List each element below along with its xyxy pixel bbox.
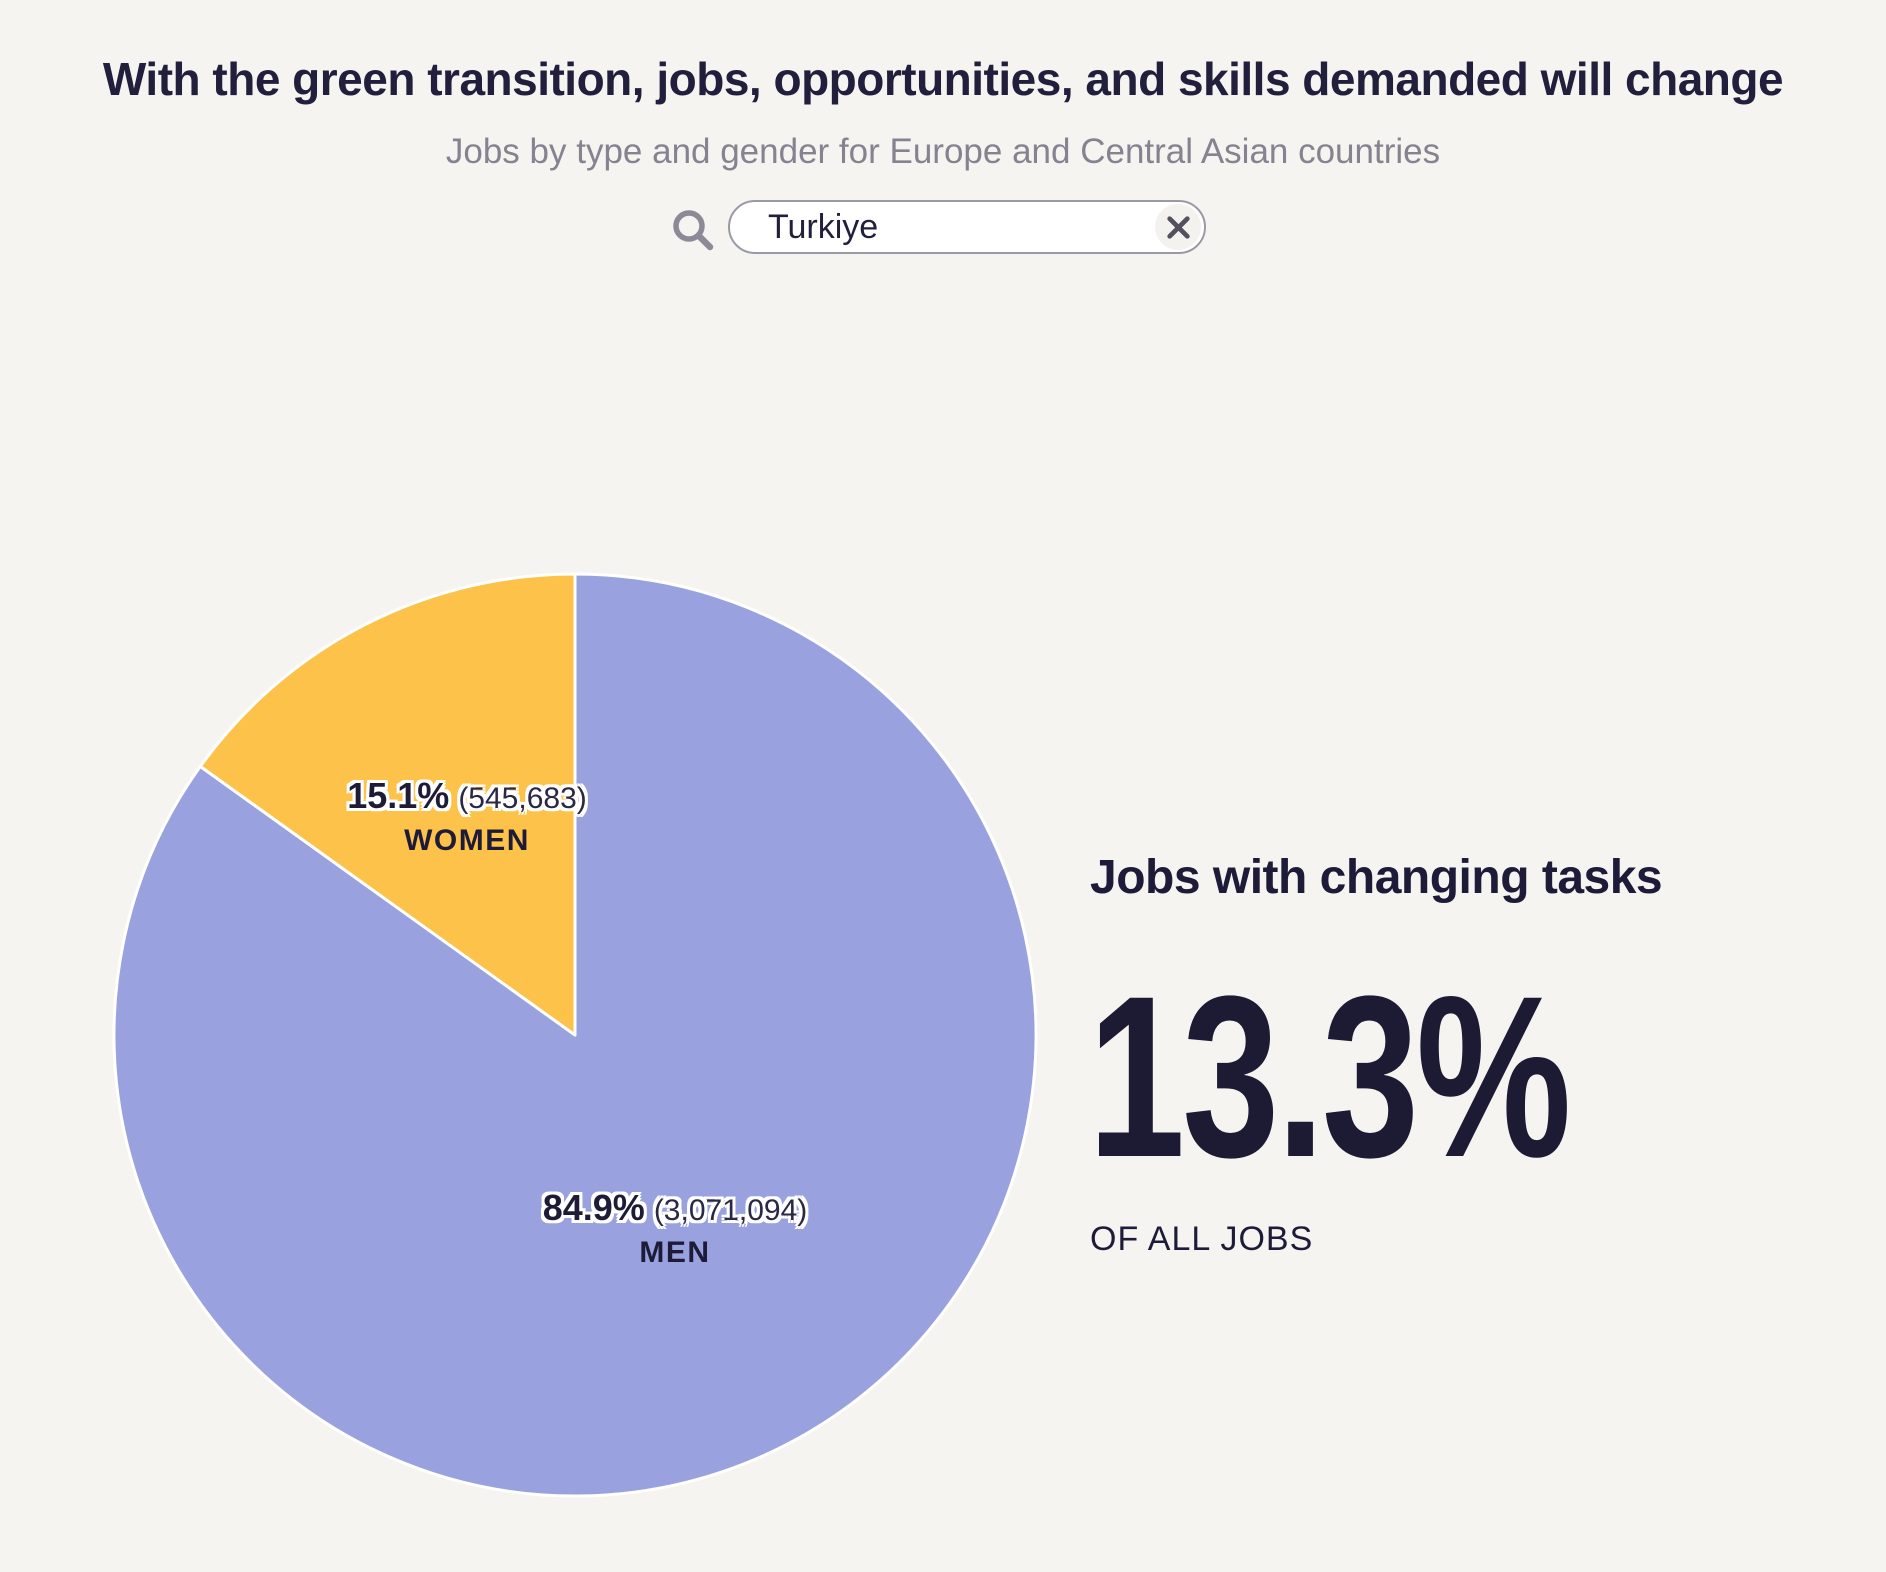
pie-slice-women[interactable] — [198, 572, 577, 1037]
men-value-line: 84.9% (3,071,094) — [543, 1186, 808, 1229]
search-input-pill[interactable] — [728, 200, 1206, 254]
men-percent: 84.9% — [542, 1187, 645, 1228]
men-slice-label: 84.9% (3,071,094) MEN — [543, 1186, 808, 1269]
country-search-input[interactable] — [730, 207, 1118, 247]
stat-caption: OF ALL JOBS — [1090, 1220, 1314, 1258]
page-title: With the green transition, jobs, opportu… — [102, 52, 1784, 105]
women-slice-label: 15.1% (545,683) WOMEN — [347, 774, 587, 857]
women-count: (545,683) — [458, 782, 587, 815]
pie-chart-svg — [112, 572, 1038, 1498]
clear-search-button[interactable] — [1155, 204, 1201, 250]
women-percent: 15.1% — [347, 775, 450, 816]
stat-value: 13.3% — [1088, 948, 1571, 1205]
men-group-label: MEN — [639, 1236, 711, 1270]
women-value-line: 15.1% (545,683) — [347, 774, 587, 817]
women-group-label: WOMEN — [404, 824, 530, 858]
stat-heading: Jobs with changing tasks — [1090, 851, 1663, 904]
search-icon — [673, 210, 714, 251]
close-icon — [1166, 215, 1190, 239]
men-count: (3,071,094) — [653, 1194, 808, 1227]
page-subtitle: Jobs by type and gender for Europe and C… — [445, 132, 1441, 171]
